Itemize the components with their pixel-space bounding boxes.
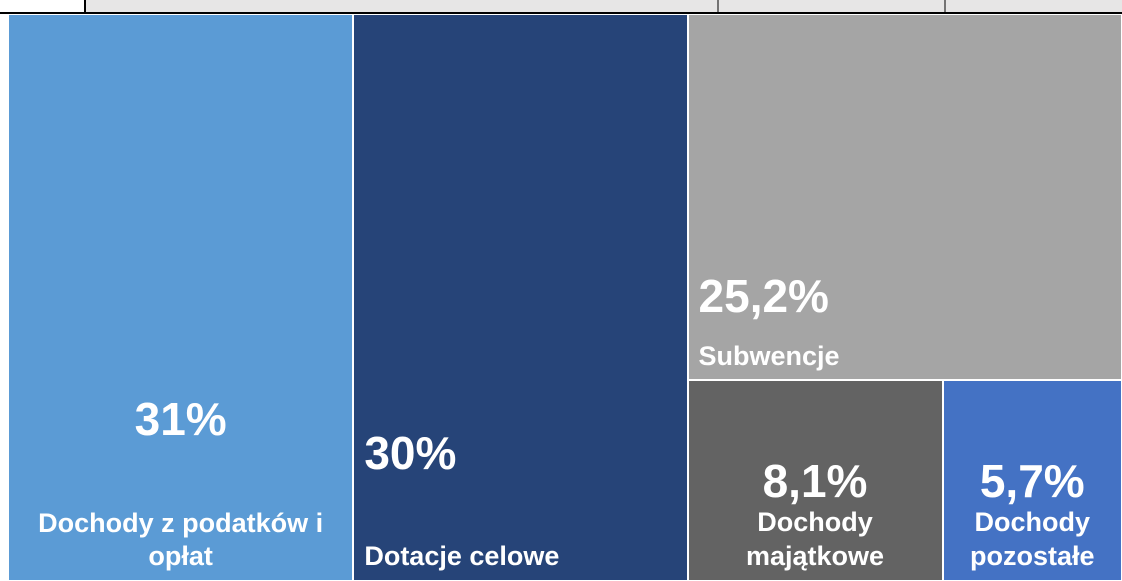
- tile: 5,7% Dochody pozostałe: [942, 380, 1122, 581]
- value-label: 25,2%: [698, 270, 829, 323]
- value-label: 8,1%: [762, 454, 868, 507]
- category-label: Dotacje celowe: [364, 541, 560, 572]
- sheet-row: [0, 0, 1122, 14]
- treemap: 31% Dochody z podatków i opłat 30% Dotacje …: [8, 14, 1122, 581]
- category-label: Subwencje: [698, 340, 840, 371]
- tile: 25,2% Subwencje: [687, 14, 1122, 381]
- value-label: 31%: [134, 392, 227, 445]
- value-label: 30%: [364, 426, 457, 479]
- tile: 31% Dochody z podatków i opłat: [8, 14, 354, 581]
- category-label: Dochody z podatków i opłat: [38, 507, 324, 572]
- category-label: Dochody majątkowe: [746, 507, 885, 572]
- tile: 30% Dotacje celowe: [353, 14, 688, 581]
- value-label: 5,7%: [979, 454, 1085, 507]
- category-label: Dochody pozostałe: [970, 507, 1095, 572]
- cell: [85, 0, 1122, 13]
- tile: 8,1% Dochody majątkowe: [687, 380, 943, 581]
